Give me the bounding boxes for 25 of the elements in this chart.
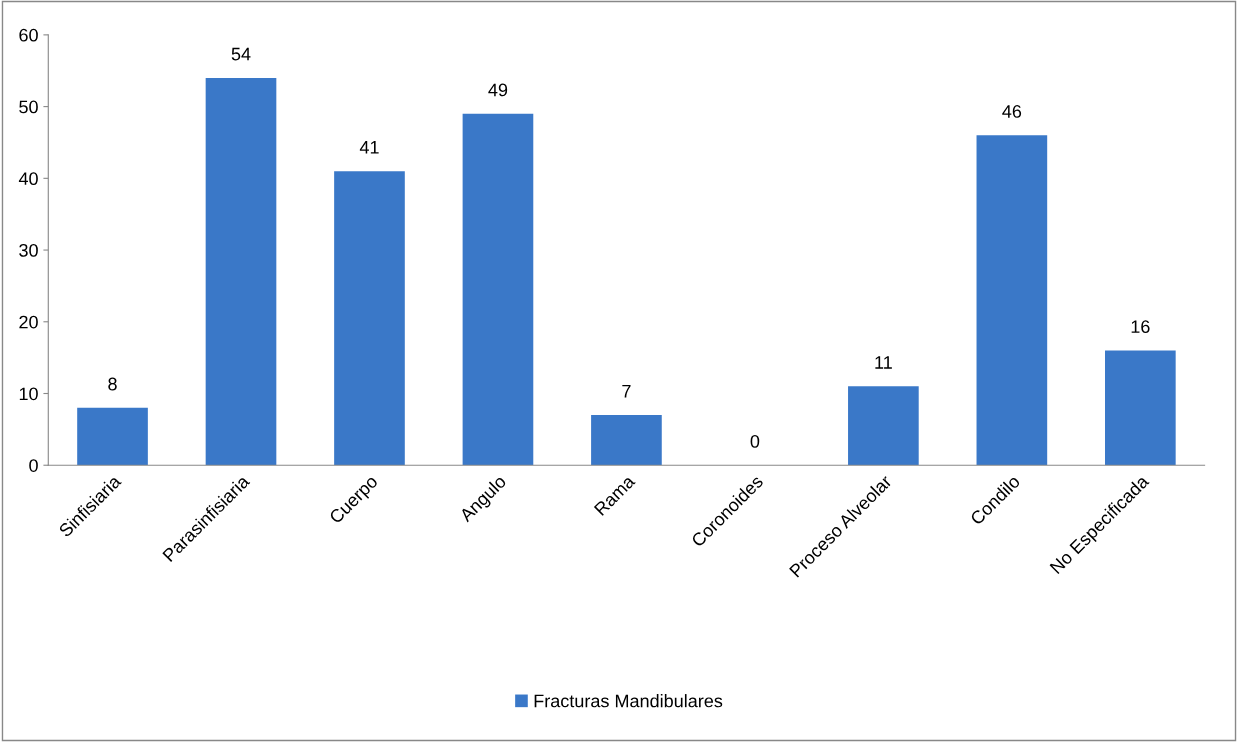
bar (77, 407, 148, 466)
bar (976, 135, 1048, 466)
bar (205, 77, 277, 466)
data-label: 7 (622, 384, 631, 398)
data-label: 49 (488, 83, 508, 97)
y-tick-label: 20 (19, 315, 38, 329)
legend-label: Fracturas Mandibulares (534, 694, 723, 708)
y-tick-label: 40 (18, 172, 38, 186)
data-label: 16 (1131, 320, 1150, 334)
bar (1105, 350, 1176, 466)
data-label: 8 (108, 377, 117, 391)
y-tick-label: 60 (19, 28, 38, 42)
bar (462, 113, 534, 466)
bar (334, 171, 405, 466)
bar (591, 415, 662, 466)
data-label: 46 (1002, 105, 1022, 118)
y-tick-label: 30 (19, 243, 38, 257)
bar (848, 386, 919, 466)
data-label: 41 (359, 141, 379, 154)
data-label: 54 (231, 47, 251, 61)
data-label: 0 (750, 434, 760, 448)
y-tick-label: 10 (19, 387, 38, 401)
y-tick-label: 50 (19, 100, 38, 114)
data-label: 11 (875, 356, 892, 369)
y-tick-label: 0 (29, 459, 38, 472)
